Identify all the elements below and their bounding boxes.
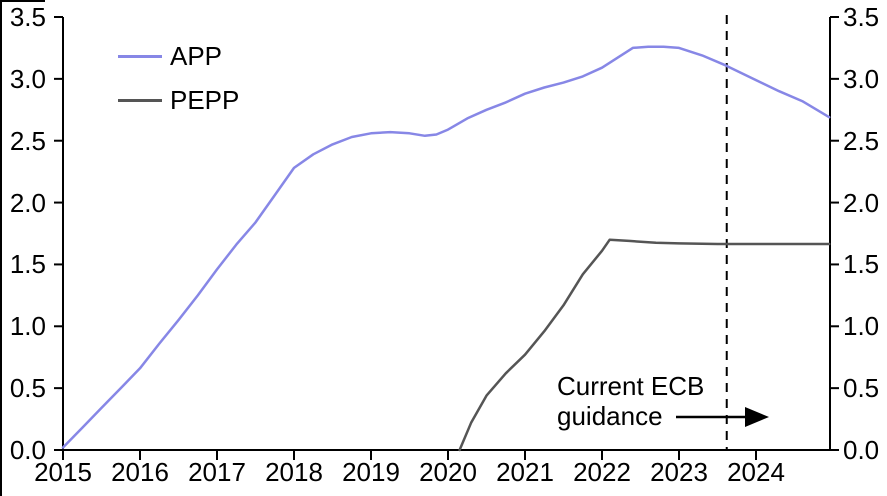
y-axis-label-left: 2.0: [9, 187, 46, 218]
x-axis-label: 2023: [650, 457, 708, 487]
y-axis-label-left: 1.0: [9, 311, 46, 342]
x-axis-label: 2016: [111, 457, 169, 487]
legend-item-app: APP: [118, 34, 239, 78]
legend-label-pepp: PEPP: [170, 85, 240, 115]
window-edge-top: [0, 0, 45, 2]
y-axis-label-right: 2.0: [843, 187, 880, 218]
y-axis-label-right: 1.0: [843, 311, 880, 342]
y-axis-label-left: 3.0: [9, 63, 46, 94]
annotation-line-1: Current ECB: [557, 371, 705, 401]
y-axis-label-right: 3.5: [843, 2, 880, 32]
x-axis-label: 2020: [419, 457, 477, 487]
x-axis-label: 2018: [265, 457, 323, 487]
x-axis-label: 2019: [342, 457, 400, 487]
annotation-line-2: guidance: [557, 401, 663, 431]
x-axis-label: 2024: [727, 457, 785, 487]
x-axis-label: 2021: [496, 457, 554, 487]
legend-item-pepp: PEPP: [118, 78, 239, 122]
y-axis-label-right: 0.0: [843, 435, 880, 465]
y-axis-label-left: 3.5: [9, 2, 46, 32]
x-axis-label: 2015: [34, 457, 92, 487]
y-axis-label-right: 2.5: [843, 125, 880, 156]
x-axis-label: 2017: [188, 457, 246, 487]
window-edge-left: [0, 0, 2, 496]
x-axis-label: 2022: [573, 457, 631, 487]
y-axis-label-right: 0.5: [843, 373, 880, 404]
y-axis-label-left: 0.0: [9, 435, 46, 465]
app-line-swatch: [118, 54, 162, 58]
legend-label-app: APP: [170, 41, 223, 71]
y-axis-label-left: 0.5: [9, 373, 46, 404]
pepp-line-swatch: [118, 98, 162, 102]
y-axis-label-right: 3.0: [843, 63, 880, 94]
annotation-current-ecb-guidance: Current ECB guidance: [557, 371, 704, 431]
legend: APP PEPP: [118, 34, 239, 122]
y-axis-label-left: 2.5: [9, 125, 46, 156]
y-axis-label-right: 1.5: [843, 249, 880, 280]
y-axis-label-left: 1.5: [9, 249, 46, 280]
